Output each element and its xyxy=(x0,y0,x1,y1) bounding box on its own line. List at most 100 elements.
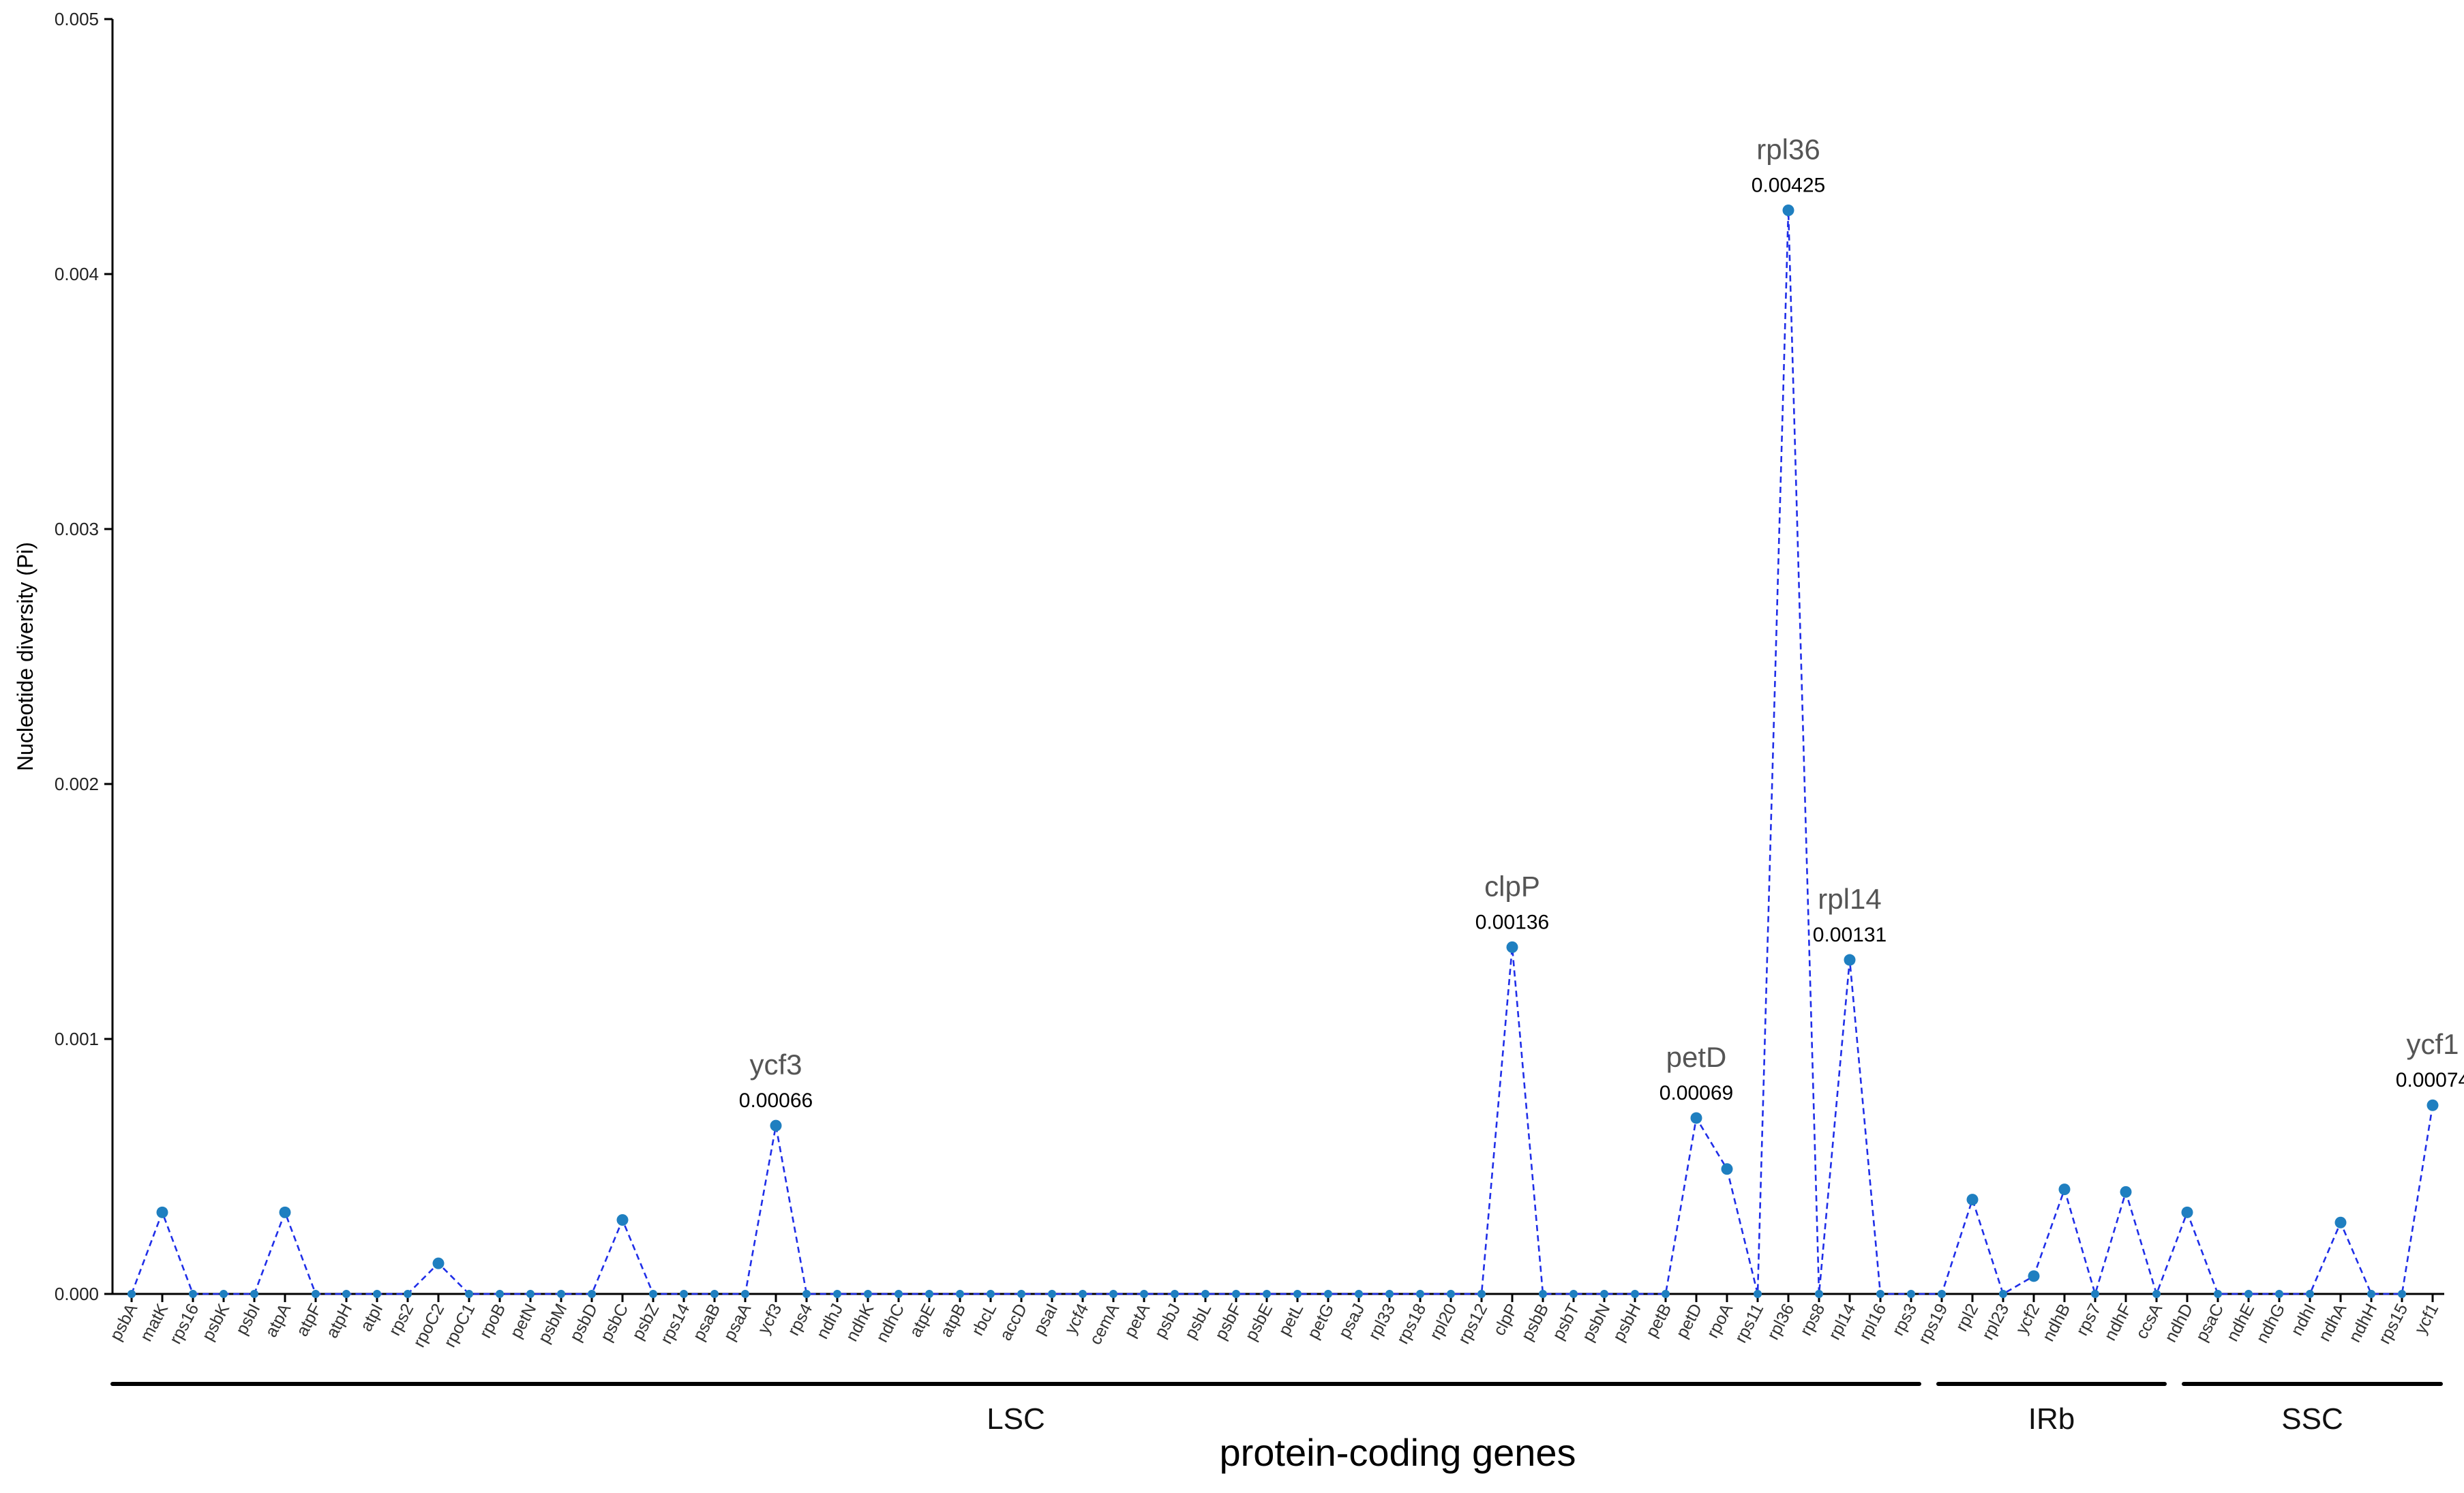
data-point-rpl23 xyxy=(1999,1290,2007,1298)
data-point-ndhI xyxy=(2306,1290,2314,1298)
gene-label-psbK: psbK xyxy=(198,1300,234,1344)
y-tick-label: 0.001 xyxy=(55,1029,99,1049)
gene-label-rpoC1: rpoC1 xyxy=(440,1301,479,1351)
data-point-cemA xyxy=(1109,1290,1117,1298)
gene-label-psaI: psaI xyxy=(1030,1301,1062,1338)
data-point-ndhK xyxy=(864,1290,872,1298)
region-label-LSC: LSC xyxy=(987,1402,1045,1436)
gene-label-rpl23: rpl23 xyxy=(1978,1301,2013,1343)
gene-label-psbJ: psbJ xyxy=(1151,1301,1185,1342)
gene-label-rpl36: rpl36 xyxy=(1763,1301,1798,1343)
genome-regions: LSC IRb SSC xyxy=(110,1382,2443,1436)
gene-label-petG: petG xyxy=(1304,1301,1338,1342)
gene-label-psbC: psbC xyxy=(597,1301,632,1345)
data-point-matK xyxy=(156,1206,168,1218)
data-point-rbcL xyxy=(987,1290,995,1298)
data-point-psbN xyxy=(1600,1290,1608,1298)
annotation-label-ycf1: ycf1 xyxy=(2406,1028,2459,1060)
data-point-ycf1 xyxy=(2427,1099,2439,1111)
gene-label-rps12: rps12 xyxy=(1454,1301,1491,1347)
data-points xyxy=(127,205,2439,1298)
data-point-rpoC1 xyxy=(465,1290,473,1298)
data-point-psbZ xyxy=(649,1290,657,1298)
data-point-psaI xyxy=(1048,1290,1056,1298)
gene-label-ndhD: ndhD xyxy=(2161,1301,2197,1346)
data-point-rpoA xyxy=(1721,1163,1733,1175)
gene-label-cemA: cemA xyxy=(1086,1300,1124,1348)
gene-label-rps7: rps7 xyxy=(2073,1301,2105,1339)
data-point-rps4 xyxy=(802,1290,811,1298)
data-point-rps8 xyxy=(1815,1290,1823,1298)
data-point-rps11 xyxy=(1754,1290,1762,1298)
data-point-rpl20 xyxy=(1447,1290,1455,1298)
y-tick-label: 0.002 xyxy=(55,774,99,794)
annotation-value-ycf1: 0.00074 xyxy=(2396,1069,2464,1091)
annotation-label-petD: petD xyxy=(1666,1041,1727,1073)
data-point-rps3 xyxy=(1907,1290,1915,1298)
gene-label-atpE: atpE xyxy=(905,1301,939,1341)
data-point-psbC xyxy=(616,1214,629,1226)
data-point-clpP xyxy=(1506,941,1518,953)
data-point-ndhJ xyxy=(833,1290,841,1298)
gene-label-rpl2: rpl2 xyxy=(1952,1301,1982,1335)
y-tick-label: 0.005 xyxy=(55,9,99,29)
data-point-ndhD xyxy=(2181,1206,2193,1218)
gene-label-clpP: clpP xyxy=(1490,1301,1522,1339)
data-point-atpE xyxy=(925,1290,933,1298)
gene-label-atpI: atpI xyxy=(357,1301,387,1335)
data-point-rpl16 xyxy=(1876,1290,1884,1298)
gene-label-psbB: psbB xyxy=(1518,1301,1552,1344)
data-point-petB xyxy=(1662,1290,1670,1298)
data-point-ccsA xyxy=(2152,1290,2161,1298)
annotation-value-petD: 0.00069 xyxy=(1659,1082,1733,1104)
gene-label-ndhA: ndhA xyxy=(2315,1300,2350,1344)
gene-label-petL: petL xyxy=(1275,1301,1308,1339)
y-tick-label: 0.004 xyxy=(55,264,99,284)
gene-label-rps16: rps16 xyxy=(166,1301,202,1347)
gene-label-ycf4: ycf4 xyxy=(1061,1301,1092,1338)
y-tick-label: 0.000 xyxy=(55,1284,99,1304)
data-point-psbH xyxy=(1631,1290,1639,1298)
data-point-psbT xyxy=(1569,1290,1578,1298)
gene-label-rpoB: rpoB xyxy=(476,1301,510,1342)
data-point-petN xyxy=(526,1290,535,1298)
data-point-atpF xyxy=(312,1290,320,1298)
data-point-atpH xyxy=(342,1290,350,1298)
data-point-psaB xyxy=(710,1290,719,1298)
annotation-label-rpl14: rpl14 xyxy=(1818,883,1881,915)
data-point-atpB xyxy=(956,1290,964,1298)
axes xyxy=(111,19,2444,1295)
annotation-value-rpl36: 0.00425 xyxy=(1752,175,1825,197)
gene-label-psbL: psbL xyxy=(1181,1301,1215,1342)
data-point-rpl36 xyxy=(1782,205,1794,216)
gene-label-psaB: psaB xyxy=(689,1301,724,1344)
annotation-value-rpl14: 0.00131 xyxy=(1813,924,1887,946)
gene-label-ndhK: ndhK xyxy=(842,1300,877,1344)
data-point-rpoC2 xyxy=(432,1257,445,1269)
data-point-accD xyxy=(1017,1290,1025,1298)
data-point-psbE xyxy=(1263,1290,1271,1298)
data-point-rps14 xyxy=(680,1290,688,1298)
data-point-ndhE xyxy=(2244,1290,2253,1298)
gene-label-atpF: atpF xyxy=(292,1301,325,1340)
data-point-psaC xyxy=(2214,1290,2222,1298)
annotation-label-clpP: clpP xyxy=(1484,870,1540,902)
gene-label-rps15: rps15 xyxy=(2375,1301,2412,1347)
region-label-SSC: SSC xyxy=(2281,1402,2343,1436)
data-point-ndhH xyxy=(2367,1290,2375,1298)
gene-label-ycf1: ycf1 xyxy=(2411,1301,2442,1338)
gene-label-ndhG: ndhG xyxy=(2253,1301,2289,1346)
pi-series-line xyxy=(130,210,2434,1297)
gene-label-ndhC: ndhC xyxy=(873,1301,909,1346)
data-point-rpl33 xyxy=(1385,1290,1394,1298)
data-point-psbD xyxy=(588,1290,596,1298)
gene-label-psbD: psbD xyxy=(566,1301,601,1345)
gene-label-accD: accD xyxy=(996,1301,1031,1344)
gene-label-petB: petB xyxy=(1642,1301,1675,1341)
data-point-psbM xyxy=(557,1290,565,1298)
data-point-ndhA xyxy=(2334,1216,2347,1228)
gene-label-ycf3: ycf3 xyxy=(754,1301,785,1338)
data-point-ndhB xyxy=(2058,1183,2071,1196)
